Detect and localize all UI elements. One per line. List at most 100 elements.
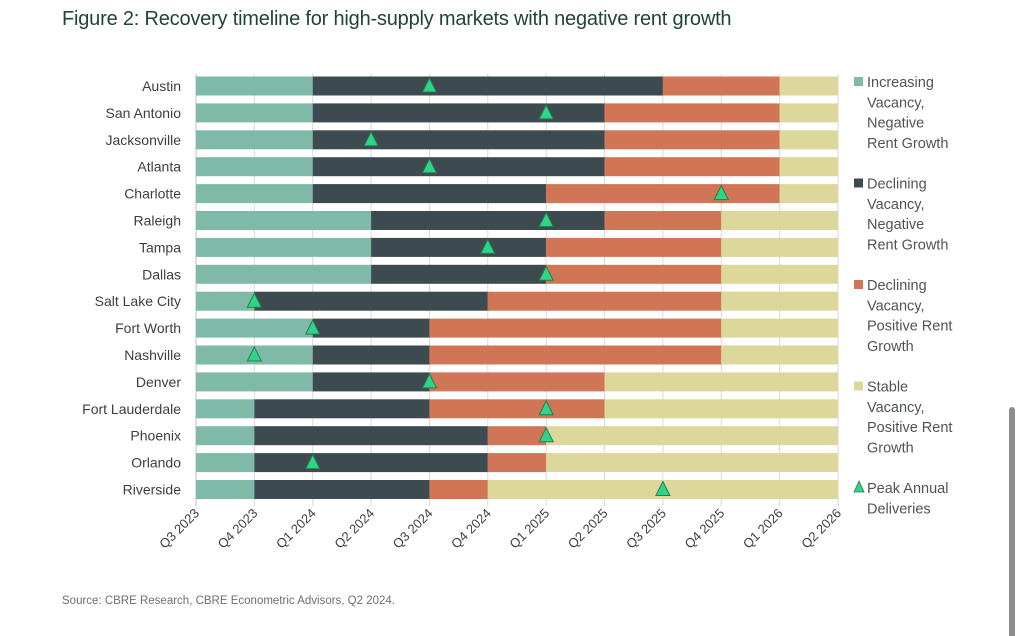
legend-label: Deliveries bbox=[867, 501, 931, 517]
legend-label: Declining bbox=[867, 278, 927, 294]
bar-segment-2 bbox=[312, 157, 605, 177]
bar-segment-1 bbox=[196, 157, 313, 177]
peak-deliveries-marker bbox=[713, 184, 730, 201]
bar-segment-3 bbox=[604, 211, 722, 230]
bar-segment-2 bbox=[371, 264, 547, 284]
bar-segment-2 bbox=[254, 480, 430, 499]
bar-segment-2 bbox=[312, 372, 430, 392]
bar-segment-4 bbox=[779, 130, 838, 150]
bar-segment-1 bbox=[196, 103, 313, 123]
x-tick-label: Q3 2023 bbox=[156, 506, 202, 552]
market-label: Jacksonville bbox=[106, 132, 182, 148]
bars bbox=[196, 76, 838, 499]
bar-segment-3 bbox=[604, 103, 780, 123]
legend-label: Vacancy, bbox=[867, 197, 925, 213]
market-label: Nashville bbox=[124, 347, 181, 363]
bar-segment-2 bbox=[254, 426, 488, 446]
x-tick-label: Q1 2025 bbox=[506, 506, 552, 552]
bar-segment-4 bbox=[721, 345, 838, 365]
x-tick-label: Q4 2023 bbox=[215, 506, 261, 552]
legend-triangle-icon bbox=[853, 480, 865, 493]
x-tick-label: Q2 2024 bbox=[331, 506, 377, 552]
market-label: Charlotte bbox=[124, 186, 181, 202]
bar-segment-3 bbox=[604, 130, 780, 150]
bar-segment-3 bbox=[429, 480, 488, 499]
bar-segment-3 bbox=[429, 399, 605, 419]
peak-deliveries-marker bbox=[363, 130, 379, 147]
bar-segment-2 bbox=[312, 184, 547, 204]
peak-deliveries-marker bbox=[538, 265, 554, 281]
bar-segment-4 bbox=[721, 264, 838, 284]
bar-segment-4 bbox=[721, 237, 838, 257]
x-tick-label: Q4 2024 bbox=[448, 506, 494, 552]
market-label: Salt Lake City bbox=[95, 293, 181, 309]
bar-segment-1 bbox=[196, 211, 372, 230]
bar-segment-3 bbox=[429, 318, 722, 338]
bar-segment-4 bbox=[721, 318, 838, 338]
bar-segment-3 bbox=[487, 426, 547, 446]
peak-deliveries-marker bbox=[304, 453, 321, 470]
peak-deliveries-marker bbox=[421, 372, 438, 389]
bar-segment-2 bbox=[254, 453, 488, 473]
market-label: San Antonio bbox=[105, 105, 181, 121]
bar-segment-1 bbox=[196, 184, 313, 204]
legend-swatch bbox=[854, 280, 863, 289]
bar-segment-2 bbox=[312, 76, 663, 96]
legend-label: Positive Rent bbox=[867, 319, 952, 335]
market-label: Phoenix bbox=[130, 428, 181, 444]
bar-segment-3 bbox=[429, 372, 605, 392]
legend: Increasing Vacancy, Negative Rent Growth Dec… bbox=[853, 75, 952, 517]
bar-segment-2 bbox=[312, 318, 430, 338]
market-label: Fort Lauderdale bbox=[82, 401, 181, 417]
bar-segment-4 bbox=[604, 372, 838, 392]
market-label: Tampa bbox=[139, 239, 181, 255]
bar-segment-1 bbox=[196, 426, 255, 446]
market-label: Fort Worth bbox=[115, 320, 181, 336]
bar-segment-1 bbox=[196, 480, 255, 499]
market-label: Raleigh bbox=[134, 213, 181, 229]
legend-label: Growth bbox=[867, 339, 914, 355]
peak-deliveries-marker bbox=[538, 211, 554, 227]
peak-deliveries-marker bbox=[304, 318, 321, 335]
x-tick-label: Q3 2025 bbox=[623, 506, 669, 552]
bar-segment-1 bbox=[196, 372, 313, 392]
bar-segment-2 bbox=[312, 130, 605, 150]
legend-label: Stable bbox=[867, 380, 908, 396]
bar-segment-3 bbox=[604, 157, 780, 177]
peak-deliveries-marker bbox=[421, 157, 438, 174]
bar-segment-4 bbox=[721, 291, 838, 311]
x-tick-label: Q2 2025 bbox=[565, 506, 611, 552]
bar-segment-2 bbox=[312, 345, 430, 365]
bar-segment-3 bbox=[487, 453, 547, 473]
legend-label: Growth bbox=[867, 440, 914, 456]
bar-segment-2 bbox=[371, 211, 605, 230]
peak-deliveries-marker bbox=[246, 345, 263, 362]
x-tick-label: Q3 2024 bbox=[390, 506, 436, 552]
bar-segment-3 bbox=[546, 264, 722, 284]
scrollbar[interactable] bbox=[1009, 407, 1015, 636]
bar-segment-2 bbox=[312, 103, 605, 123]
legend-label: Declining bbox=[867, 177, 927, 193]
peak-deliveries-marker bbox=[655, 480, 671, 496]
peak-deliveries-marker bbox=[480, 238, 496, 254]
legend-label: Rent Growth bbox=[867, 237, 948, 253]
bar-segment-4 bbox=[546, 453, 838, 473]
x-axis-tick-labels: Q3 2023 Q4 2023 Q1 2024 Q2 2024 Q3 2024 Q4 20… bbox=[156, 506, 844, 552]
market-label: Denver bbox=[136, 374, 181, 390]
bar-segment-1 bbox=[196, 453, 255, 473]
peak-deliveries-marker bbox=[421, 76, 438, 93]
x-tick-label: Q1 2026 bbox=[740, 506, 786, 552]
bar-segment-2 bbox=[254, 399, 430, 419]
legend-label: Vacancy, bbox=[867, 95, 925, 111]
timeline-chart: Austin San Antonio Jacksonville Atlanta Char… bbox=[82, 74, 952, 552]
peak-deliveries-marker bbox=[538, 103, 554, 120]
bar-segment-1 bbox=[196, 237, 372, 257]
peak-deliveries-marker bbox=[538, 399, 554, 416]
legend-label: Positive Rent bbox=[867, 420, 952, 436]
bar-segment-4 bbox=[779, 184, 838, 204]
bar-segment-3 bbox=[546, 184, 780, 204]
legend-label: Negative bbox=[867, 217, 924, 233]
bar-segment-4 bbox=[721, 211, 838, 230]
market-labels: Austin San Antonio Jacksonville Atlanta Char… bbox=[82, 78, 181, 498]
bar-segment-2 bbox=[371, 237, 547, 257]
